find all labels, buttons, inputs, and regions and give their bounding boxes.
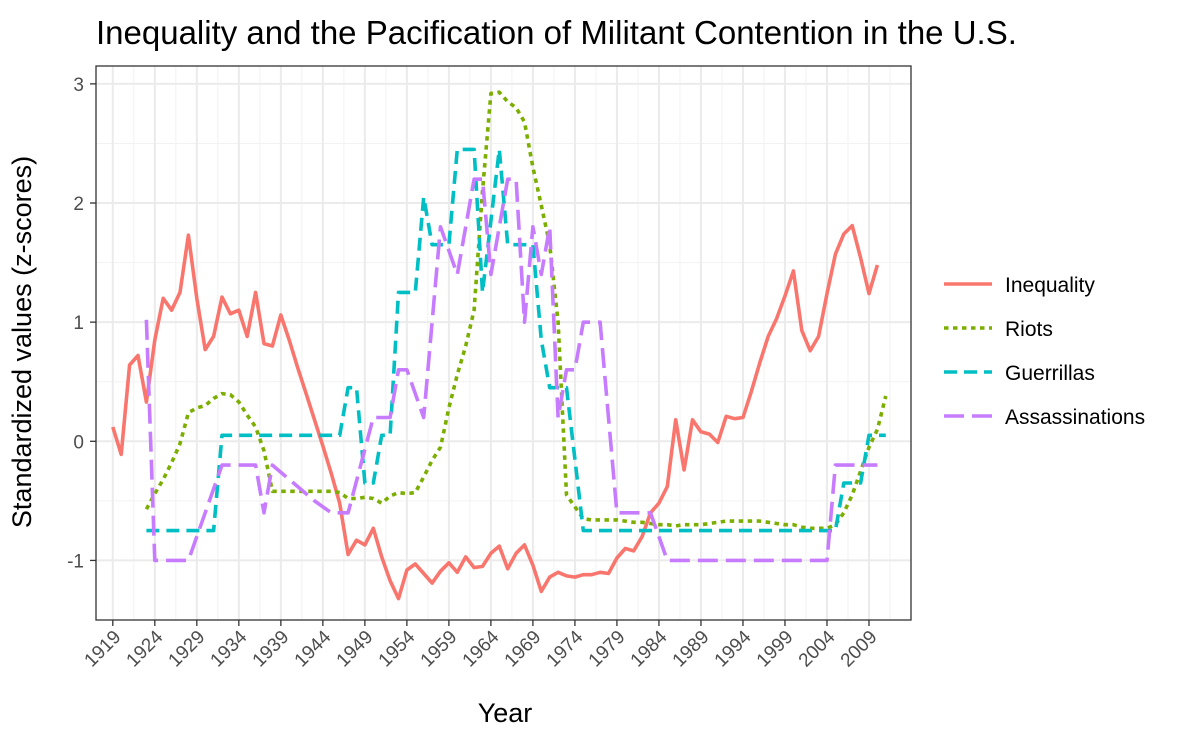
x-tick-label: 1964 xyxy=(459,626,504,671)
x-tick-label: 1979 xyxy=(585,627,630,672)
legend: Inequality Riots Guerrillas Assassinations xyxy=(944,274,1145,429)
major-gridlines xyxy=(96,66,911,620)
y-tick-label: 0 xyxy=(73,432,84,453)
chart-title: Inequality and the Pacification of Milit… xyxy=(96,14,1017,51)
series-line-assassinations xyxy=(144,177,878,563)
series-group xyxy=(111,90,888,601)
x-tick-label: 1989 xyxy=(669,627,714,672)
y-axis-title: Standardized values (z-scores) xyxy=(7,156,37,528)
x-tick-label: 1949 xyxy=(333,627,378,672)
x-tick-label: 1984 xyxy=(627,626,672,671)
x-tick-label: 1934 xyxy=(207,626,252,671)
x-tick-label: 1969 xyxy=(501,627,546,672)
plot-area: -101231919192419291934193919441949195419… xyxy=(67,65,912,671)
x-axis-title: Year xyxy=(478,698,533,728)
y-tick-label: 3 xyxy=(73,75,84,96)
x-tick-label: 1939 xyxy=(249,627,294,672)
x-tick-label: 1929 xyxy=(165,627,210,672)
y-tick-label: 1 xyxy=(73,313,84,334)
x-tick-label: 1974 xyxy=(543,626,588,671)
x-tick-label: 1999 xyxy=(753,627,798,672)
x-axis: 1919192419291934193919441949195419591964… xyxy=(81,620,882,671)
plot-background xyxy=(96,66,911,620)
plot-border xyxy=(95,65,912,621)
x-tick-label: 1944 xyxy=(291,626,336,671)
x-tick-label: 2004 xyxy=(795,626,840,671)
legend-label-assassinations: Assassinations xyxy=(1005,406,1145,429)
legend-label-guerrillas: Guerrillas xyxy=(1005,362,1095,385)
x-tick-label: 2009 xyxy=(837,627,882,672)
x-tick-label: 1924 xyxy=(123,626,168,671)
series-line-inequality xyxy=(111,223,880,601)
x-tick-label: 1994 xyxy=(711,626,756,671)
legend-label-inequality: Inequality xyxy=(1005,274,1095,297)
x-tick-label: 1919 xyxy=(81,627,126,672)
x-tick-label: 1954 xyxy=(375,626,420,671)
y-axis: -1 0 1 2 3 xyxy=(67,75,96,572)
series-line-guerrillas xyxy=(146,147,886,533)
y-tick-label: 2 xyxy=(73,194,84,215)
y-tick-label: -1 xyxy=(67,551,84,572)
x-tick-label: 1959 xyxy=(417,627,462,672)
legend-label-riots: Riots xyxy=(1005,318,1053,341)
